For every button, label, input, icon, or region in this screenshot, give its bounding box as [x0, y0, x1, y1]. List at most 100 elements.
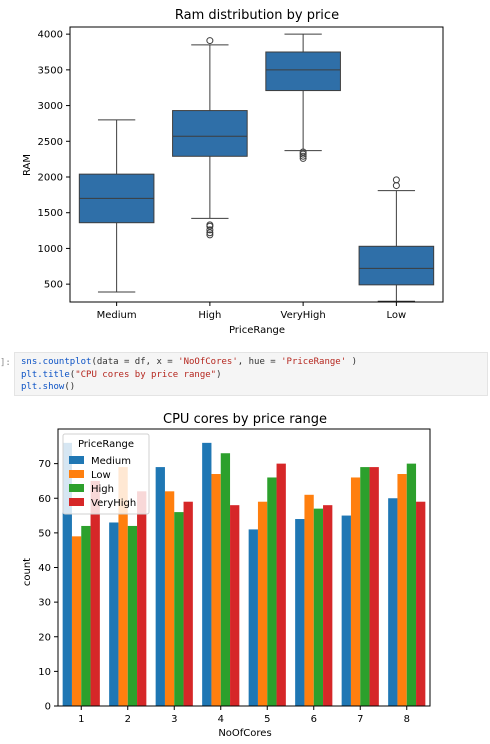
box-outlier [392, 176, 400, 184]
legend-entry: Low [91, 470, 111, 481]
bar-medium [109, 522, 119, 706]
countplot-legend: PriceRange Medium Low High VeryHigh [62, 433, 150, 515]
code-cell[interactable]: ]: sns.countplot(data = df, x = 'NoOfCor… [0, 348, 490, 400]
axes-frame [57, 428, 431, 707]
box-outlier [206, 221, 214, 229]
code-token: 'NoOfCores' [178, 357, 238, 367]
y-tick-label: 4000 [38, 30, 63, 41]
y-tick-label: 50 [38, 528, 51, 539]
code-token: plt.show [21, 382, 65, 392]
x-tick-label: 4 [218, 714, 224, 725]
legend-entry: High [91, 484, 114, 495]
cpu-cores-countplot: CPU cores by price range 1 2 3 4 5 6 7 8 0 10 20 30… [22, 412, 431, 739]
bar-veryhigh [183, 501, 193, 706]
code-line-3: plt.show() [21, 381, 481, 394]
bar-medium [62, 442, 72, 706]
legend-swatch [69, 470, 84, 478]
bar-high [267, 477, 277, 706]
bar-veryhigh [90, 480, 100, 706]
boxplot-x-label: PriceRange [229, 325, 285, 336]
code-editor[interactable]: sns.countplot(data = df, x = 'NoOfCores'… [14, 352, 488, 396]
bar-low [118, 467, 128, 706]
legend-swatch [69, 498, 84, 506]
code-token: () [64, 382, 76, 392]
bar-high [174, 512, 184, 706]
bar-veryhigh [276, 463, 286, 706]
bar-veryhigh [369, 467, 379, 706]
bar-low [164, 491, 175, 706]
bar-low [304, 494, 314, 706]
code-token: ) [346, 357, 357, 367]
bar-high [127, 525, 138, 706]
y-tick-label: 40 [38, 563, 51, 574]
code-token: 'PriceRange' [281, 357, 347, 367]
bar-medium [341, 515, 351, 706]
bar-high [81, 525, 91, 706]
x-tick-label: Low [387, 310, 407, 321]
bar-veryhigh [230, 505, 240, 706]
code-token: sns.countplot [21, 357, 92, 367]
bar-high [360, 467, 370, 706]
legend-box [62, 433, 150, 515]
x-tick-label: 8 [404, 714, 410, 725]
y-tick-label: 3000 [38, 101, 63, 112]
code-token: ( [69, 369, 76, 380]
box-iqr [265, 51, 341, 92]
x-tick-label: Medium [97, 310, 137, 321]
countplot-y-label: count [22, 558, 33, 586]
code-token: plt.title [21, 369, 70, 380]
legend-title: PriceRange [78, 439, 134, 450]
bar-high [406, 463, 417, 706]
box-iqr [172, 110, 248, 157]
bar-high [220, 453, 231, 706]
boxplot-title: Ram distribution by price [175, 8, 339, 23]
bar-medium [388, 498, 398, 706]
code-token: "CPU cores by price range" [75, 369, 217, 380]
ram-boxplot: Ram distribution by price Medium High Very… [22, 8, 444, 336]
code-token: (data = df, x = [91, 357, 179, 367]
y-tick-label: 3500 [38, 65, 63, 76]
x-tick-label: VeryHigh [281, 310, 326, 321]
x-tick-label: 5 [264, 714, 270, 725]
legend-swatch [69, 456, 84, 464]
bar-high [313, 508, 324, 706]
bar-veryhigh [323, 505, 333, 706]
bar-low [211, 474, 221, 706]
code-token: , hue = [237, 357, 282, 367]
box-outlier [206, 37, 214, 45]
y-tick-label: 20 [38, 632, 51, 643]
bar-medium [155, 467, 165, 706]
y-tick-label: 2000 [38, 173, 63, 184]
countplot-x-label: NoOfCores [218, 728, 271, 739]
legend-swatch [69, 484, 84, 492]
box-outlier [206, 226, 214, 234]
bar-low [71, 536, 82, 706]
x-tick-label: 7 [357, 714, 363, 725]
bar-veryhigh [137, 491, 147, 706]
box-outlier [299, 150, 307, 158]
bar-medium [295, 519, 305, 706]
box-outlier [299, 152, 307, 160]
y-tick-label: 0 [45, 702, 51, 713]
y-tick-label: 2500 [38, 137, 63, 148]
y-tick-label: 30 [38, 598, 51, 609]
boxplot-y-label: RAM [22, 154, 33, 176]
countplot-plot-area: 1 2 3 4 5 6 7 8 0 10 20 30 40 50 60 70 [38, 428, 431, 725]
box-outlier [299, 148, 307, 156]
code-line-1: sns.countplot(data = df, x = 'NoOfCores'… [21, 356, 481, 369]
bar-low [397, 474, 407, 706]
y-tick-label: 10 [38, 667, 51, 678]
x-tick-label: 2 [125, 714, 131, 725]
x-tick-label: 1 [78, 714, 84, 725]
bar-medium [248, 529, 258, 706]
legend-entry: VeryHigh [91, 498, 136, 509]
code-line-2: plt.title("CPU cores by price range") [21, 369, 481, 382]
bar-low [350, 477, 361, 706]
cell-prompt: ]: [0, 358, 11, 368]
y-tick-label: 70 [38, 459, 51, 470]
y-tick-label: 500 [44, 280, 63, 291]
bar-veryhigh [416, 501, 426, 706]
countplot-title: CPU cores by price range [163, 412, 327, 427]
y-tick-label: 1500 [38, 208, 63, 219]
x-tick-label: High [198, 310, 221, 321]
